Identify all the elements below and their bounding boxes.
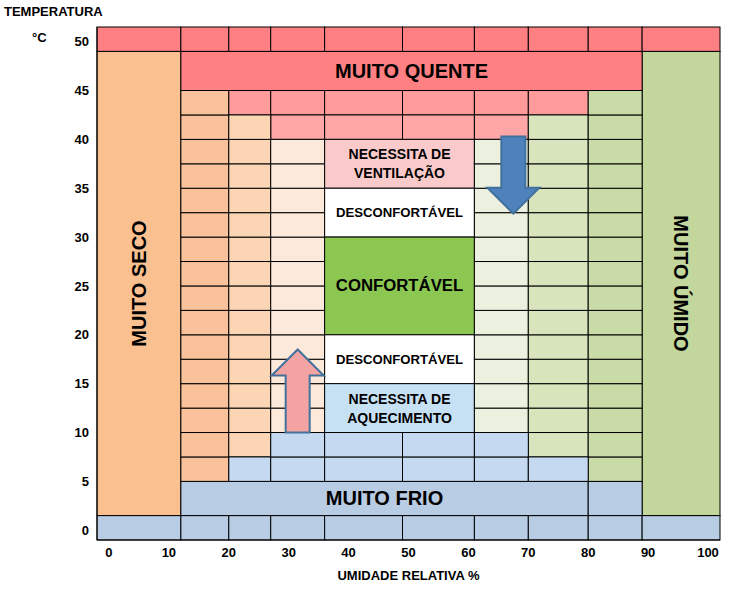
- svg-text:NECESSITA DE: NECESSITA DE: [349, 146, 451, 162]
- svg-text:50: 50: [75, 34, 89, 49]
- svg-text:90: 90: [641, 545, 655, 560]
- svg-text:15: 15: [75, 376, 89, 391]
- svg-text:0: 0: [105, 545, 112, 560]
- svg-text:MUITO SECO: MUITO SECO: [128, 220, 150, 346]
- html-text:°C: °C: [32, 30, 47, 45]
- svg-text:40: 40: [75, 132, 89, 147]
- svg-text:DESCONFORTÁVEL: DESCONFORTÁVEL: [336, 205, 463, 220]
- svg-text:CONFORTÁVEL: CONFORTÁVEL: [336, 276, 463, 295]
- svg-text:0: 0: [82, 523, 89, 538]
- svg-text:25: 25: [75, 279, 89, 294]
- svg-text:10: 10: [75, 425, 89, 440]
- svg-text:MUITO ÚMIDO: MUITO ÚMIDO: [670, 215, 693, 351]
- svg-text:100: 100: [697, 545, 719, 560]
- svg-text:45: 45: [75, 83, 89, 98]
- svg-text:40: 40: [341, 545, 355, 560]
- svg-text:50: 50: [401, 545, 415, 560]
- svg-text:20: 20: [75, 327, 89, 342]
- svg-text:70: 70: [521, 545, 535, 560]
- svg-text:VENTILAÇÃO: VENTILAÇÃO: [354, 164, 445, 181]
- svg-text:AQUECIMENTO: AQUECIMENTO: [347, 410, 452, 426]
- html-text:TEMPERATURA: TEMPERATURA: [4, 4, 103, 19]
- svg-text:MUITO FRIO: MUITO FRIO: [326, 487, 443, 509]
- svg-text:MUITO QUENTE: MUITO QUENTE: [335, 60, 488, 82]
- svg-text:5: 5: [82, 474, 89, 489]
- svg-text:NECESSITA DE: NECESSITA DE: [349, 391, 451, 407]
- html-text:UMIDADE RELATIVA %: UMIDADE RELATIVA %: [337, 568, 480, 583]
- svg-text:80: 80: [581, 545, 595, 560]
- svg-text:20: 20: [222, 545, 236, 560]
- svg-text:30: 30: [281, 545, 295, 560]
- svg-text:60: 60: [461, 545, 475, 560]
- svg-text:DESCONFORTÁVEL: DESCONFORTÁVEL: [336, 352, 463, 367]
- svg-text:35: 35: [75, 181, 89, 196]
- svg-text:10: 10: [162, 545, 176, 560]
- svg-text:30: 30: [75, 230, 89, 245]
